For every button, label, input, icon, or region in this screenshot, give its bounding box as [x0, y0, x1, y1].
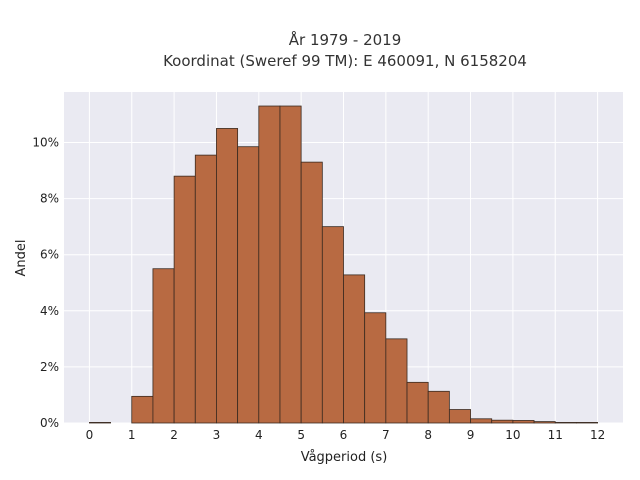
y-tick-label: 8% [40, 192, 59, 206]
histogram-bar [427, 390, 450, 424]
x-tick-label: 7 [382, 428, 390, 442]
histogram-bar [470, 418, 493, 424]
x-tick-label: 9 [467, 428, 475, 442]
histogram-bar [448, 409, 471, 424]
histogram-bar [173, 175, 196, 424]
y-tick-labels: 0% 2% 4% 6% 8% 10% [32, 135, 59, 430]
histogram-bar [576, 422, 598, 424]
histogram-bar [216, 128, 239, 424]
y-tick-label: 6% [40, 248, 59, 262]
histogram-bar [300, 161, 323, 424]
histogram-bar [385, 338, 408, 424]
x-tick-label: 0 [86, 428, 94, 442]
histogram-bar [258, 105, 281, 424]
histogram-bar [491, 419, 514, 424]
y-tick-label: 2% [40, 360, 59, 374]
histogram-bar [131, 395, 154, 424]
bars [89, 105, 598, 424]
y-tick-label: 0% [40, 416, 59, 430]
x-tick-label: 10 [505, 428, 520, 442]
chart-subtitle: Koordinat (Sweref 99 TM): E 460091, N 61… [163, 52, 527, 70]
x-tick-label: 12 [590, 428, 605, 442]
x-tick-label: 8 [424, 428, 432, 442]
y-axis-label: Andel [14, 240, 29, 277]
y-tick-label: 4% [40, 304, 59, 318]
histogram-bar [512, 420, 535, 424]
x-tick-labels: 0 1 2 3 4 5 6 7 8 9 10 11 12 [86, 428, 606, 442]
histogram-bar [89, 422, 111, 424]
histogram-bar [194, 154, 217, 424]
histogram-bar [321, 226, 344, 424]
y-tick-label: 10% [32, 135, 59, 149]
x-tick-label: 6 [340, 428, 348, 442]
x-tick-label: 3 [213, 428, 221, 442]
histogram-bar [343, 274, 366, 424]
histogram-bar [406, 381, 429, 424]
histogram-bar [364, 312, 387, 424]
x-tick-label: 5 [297, 428, 305, 442]
histogram-bar [554, 422, 577, 424]
x-axis-label: Vågperiod (s) [301, 450, 388, 465]
x-tick-label: 4 [255, 428, 263, 442]
histogram-bar [279, 105, 302, 424]
chart-title: År 1979 - 2019 [289, 30, 402, 49]
x-tick-label: 2 [170, 428, 178, 442]
histogram-bar [152, 268, 175, 424]
x-tick-label: 11 [548, 428, 563, 442]
histogram-bar [237, 146, 260, 424]
histogram-bar [533, 421, 556, 424]
x-tick-label: 1 [128, 428, 136, 442]
